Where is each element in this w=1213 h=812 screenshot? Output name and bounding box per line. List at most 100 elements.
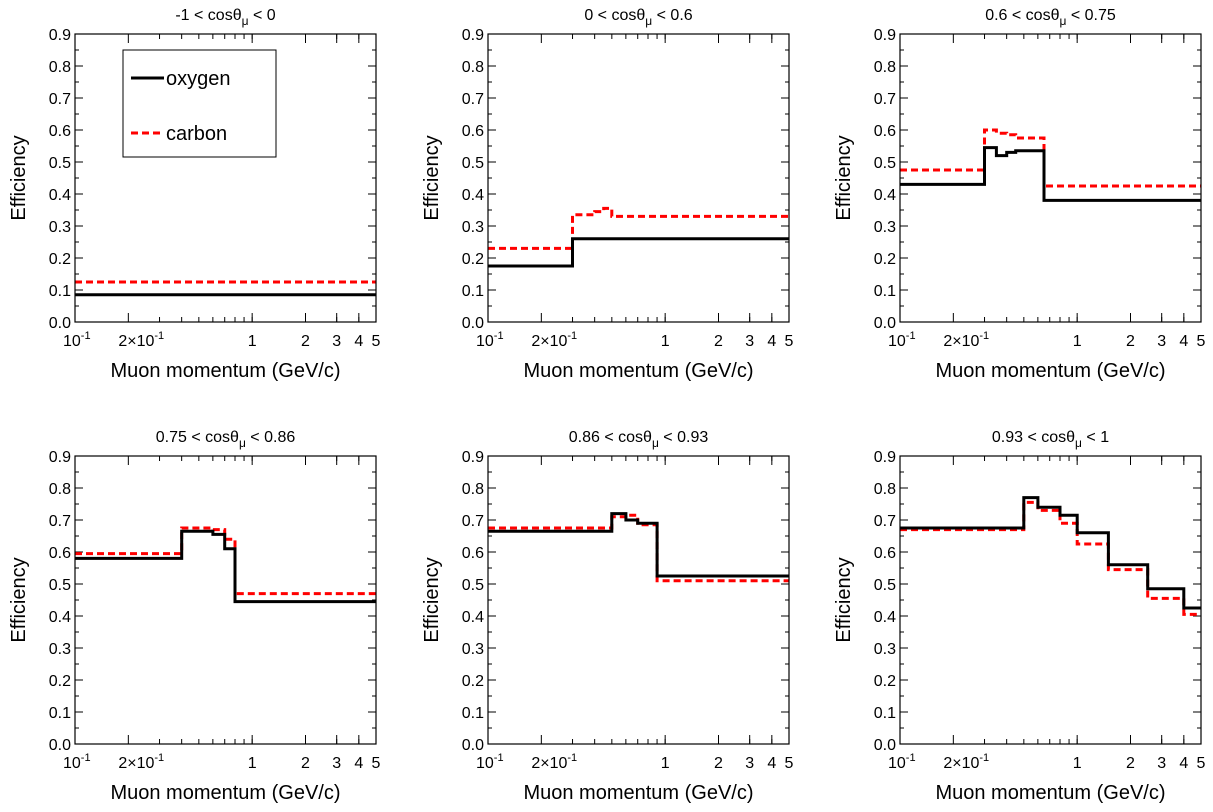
plot-frame xyxy=(487,455,790,745)
y-tick-label: 0.0 xyxy=(49,315,71,332)
y-tick-label: 0.4 xyxy=(49,609,71,626)
x-tick-mantissa: 3 xyxy=(745,333,754,350)
y-tick-label: 0.5 xyxy=(462,577,484,594)
x-axis-label: Muon momentum (GeV/c) xyxy=(110,782,340,804)
title-part: 0.75 < cosθ xyxy=(156,429,239,446)
y-tick-label: 0.2 xyxy=(462,251,484,268)
series-line-oxygen-0 xyxy=(488,237,789,268)
x-tick-label: 4 xyxy=(1179,755,1188,772)
series-line-carbon-1 xyxy=(900,500,1201,616)
x-tick-label: 5 xyxy=(372,755,381,772)
x-tick-mantissa: 4 xyxy=(1179,755,1188,772)
x-tick-mantissa: 1 xyxy=(248,755,257,772)
x-tick-exponent: -1 xyxy=(906,330,916,342)
y-tick-label: 0.9 xyxy=(462,449,484,466)
y-tick-label: 0.3 xyxy=(874,219,896,236)
x-tick-mantissa: 2×10 xyxy=(943,333,979,350)
title-part: 0.93 < cosθ xyxy=(992,429,1075,446)
x-tick-label: 5 xyxy=(1197,333,1206,350)
y-tick-label: 0.0 xyxy=(874,315,896,332)
y-tick-label: 0.0 xyxy=(874,737,896,754)
y-tick-label: 0.1 xyxy=(462,283,484,300)
x-tick-label: 2 xyxy=(714,755,723,772)
x-tick-mantissa: 4 xyxy=(767,333,776,350)
plot-frame xyxy=(899,33,1202,323)
title-part: < 0.86 xyxy=(246,429,295,446)
x-axis-label: Muon momentum (GeV/c) xyxy=(935,360,1165,382)
x-tick-label: 2 xyxy=(1126,333,1135,350)
title-part: < 0.93 xyxy=(659,429,708,446)
x-tick-mantissa: 5 xyxy=(1197,755,1206,772)
y-tick-label: 0.4 xyxy=(874,609,896,626)
y-tick-label: 0.2 xyxy=(874,251,896,268)
y-tick-label: 0.9 xyxy=(49,449,71,466)
title-subscript: μ xyxy=(645,14,652,28)
y-axis-label: Efficiency xyxy=(833,557,855,642)
x-tick-mantissa: 3 xyxy=(332,333,341,350)
y-tick-label: 0.5 xyxy=(874,155,896,172)
x-tick-label: 1 xyxy=(1073,333,1082,350)
x-tick-label: 2 xyxy=(301,755,310,772)
panel-title: -1 < cosθμ < 0 xyxy=(175,7,275,28)
x-tick-mantissa: 2×10 xyxy=(531,333,567,350)
x-tick-mantissa: 10 xyxy=(63,333,81,350)
x-axis-label: Muon momentum (GeV/c) xyxy=(935,782,1165,804)
panel-title: 0.93 < cosθμ < 1 xyxy=(992,429,1109,450)
x-tick-label: 4 xyxy=(767,755,776,772)
x-tick-mantissa: 10 xyxy=(888,333,906,350)
x-tick-mantissa: 4 xyxy=(354,755,363,772)
y-tick-label: 0.1 xyxy=(49,705,71,722)
x-tick-mantissa: 2 xyxy=(301,755,310,772)
y-tick-label: 0.8 xyxy=(49,59,71,76)
x-tick-label: 4 xyxy=(354,333,363,350)
x-tick-mantissa: 4 xyxy=(1179,333,1188,350)
panel-title: 0 < cosθμ < 0.6 xyxy=(584,7,692,28)
x-tick-mantissa: 2 xyxy=(1126,755,1135,772)
y-tick-label: 0.6 xyxy=(874,545,896,562)
title-part: < 0 xyxy=(249,7,276,24)
y-axis-label: Efficiency xyxy=(421,557,443,642)
x-tick-mantissa: 4 xyxy=(767,755,776,772)
y-tick-label: 0.4 xyxy=(874,187,896,204)
y-axis-label: Efficiency xyxy=(8,557,30,642)
x-tick-mantissa: 2 xyxy=(714,333,723,350)
y-tick-label: 0.4 xyxy=(462,609,484,626)
x-tick-exponent: -1 xyxy=(567,752,577,764)
x-tick-label: 4 xyxy=(767,333,776,350)
x-tick-mantissa: 1 xyxy=(1073,333,1082,350)
legend: oxygen carbon xyxy=(122,49,277,158)
x-axis-label: Muon momentum (GeV/c) xyxy=(523,360,753,382)
x-tick-exponent: -1 xyxy=(979,752,989,764)
series-line-carbon-1 xyxy=(488,513,789,583)
x-tick-label: 10-1 xyxy=(888,752,916,772)
plot-frame xyxy=(74,455,377,745)
x-tick-mantissa: 1 xyxy=(1073,755,1082,772)
x-tick-mantissa: 10 xyxy=(476,333,494,350)
x-tick-label: 10-1 xyxy=(476,330,504,350)
x-tick-mantissa: 10 xyxy=(63,755,81,772)
x-axis-label: Muon momentum (GeV/c) xyxy=(523,782,753,804)
title-subscript: μ xyxy=(239,436,246,450)
x-tick-mantissa: 3 xyxy=(745,755,754,772)
x-tick-label: 5 xyxy=(785,755,794,772)
x-tick-mantissa: 10 xyxy=(476,755,494,772)
x-tick-label: 5 xyxy=(785,333,794,350)
title-part: < 0.75 xyxy=(1066,7,1115,24)
title-part: 0.86 < cosθ xyxy=(569,429,652,446)
x-tick-label: 3 xyxy=(332,333,341,350)
plot-frame xyxy=(899,455,1202,745)
x-tick-label: 1 xyxy=(661,333,670,350)
y-tick-label: 0.6 xyxy=(462,545,484,562)
y-tick-label: 0.2 xyxy=(49,673,71,690)
title-subscript: μ xyxy=(652,436,659,450)
x-tick-label: 2 xyxy=(1126,755,1135,772)
title-part: -1 < cosθ xyxy=(175,7,241,24)
chart-panel-3: 0.6 < cosθμ < 0.75 0.0 0.1 0.2 0.3 0.4 0.5 0.6 0… xyxy=(833,7,1206,382)
y-axis-label: Efficiency xyxy=(8,135,30,220)
x-tick-label: 2×10-1 xyxy=(531,330,577,350)
x-tick-exponent: -1 xyxy=(154,330,164,342)
series-line-carbon-1 xyxy=(900,128,1201,188)
x-tick-mantissa: 5 xyxy=(785,333,794,350)
y-tick-label: 0.6 xyxy=(49,545,71,562)
y-tick-label: 0.9 xyxy=(462,27,484,44)
